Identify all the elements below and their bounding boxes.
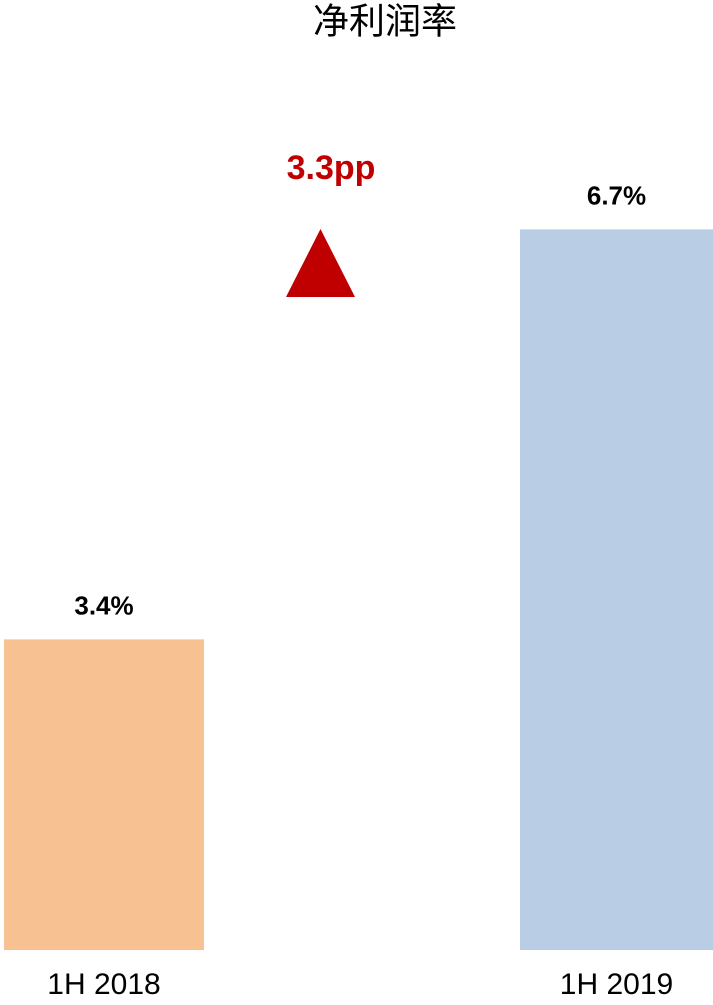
x-tick-label: 1H 2019: [560, 968, 673, 1001]
chart-title: 净利润率: [313, 1, 457, 42]
annotation: 3.3pp: [287, 149, 376, 187]
x-tick-label: 1H 2018: [47, 968, 160, 1001]
increase-arrow: [286, 229, 355, 297]
bar: [4, 639, 204, 950]
bar: [520, 229, 713, 951]
value-label: 3.4%: [74, 590, 133, 620]
value-label: 6.7%: [587, 180, 646, 210]
